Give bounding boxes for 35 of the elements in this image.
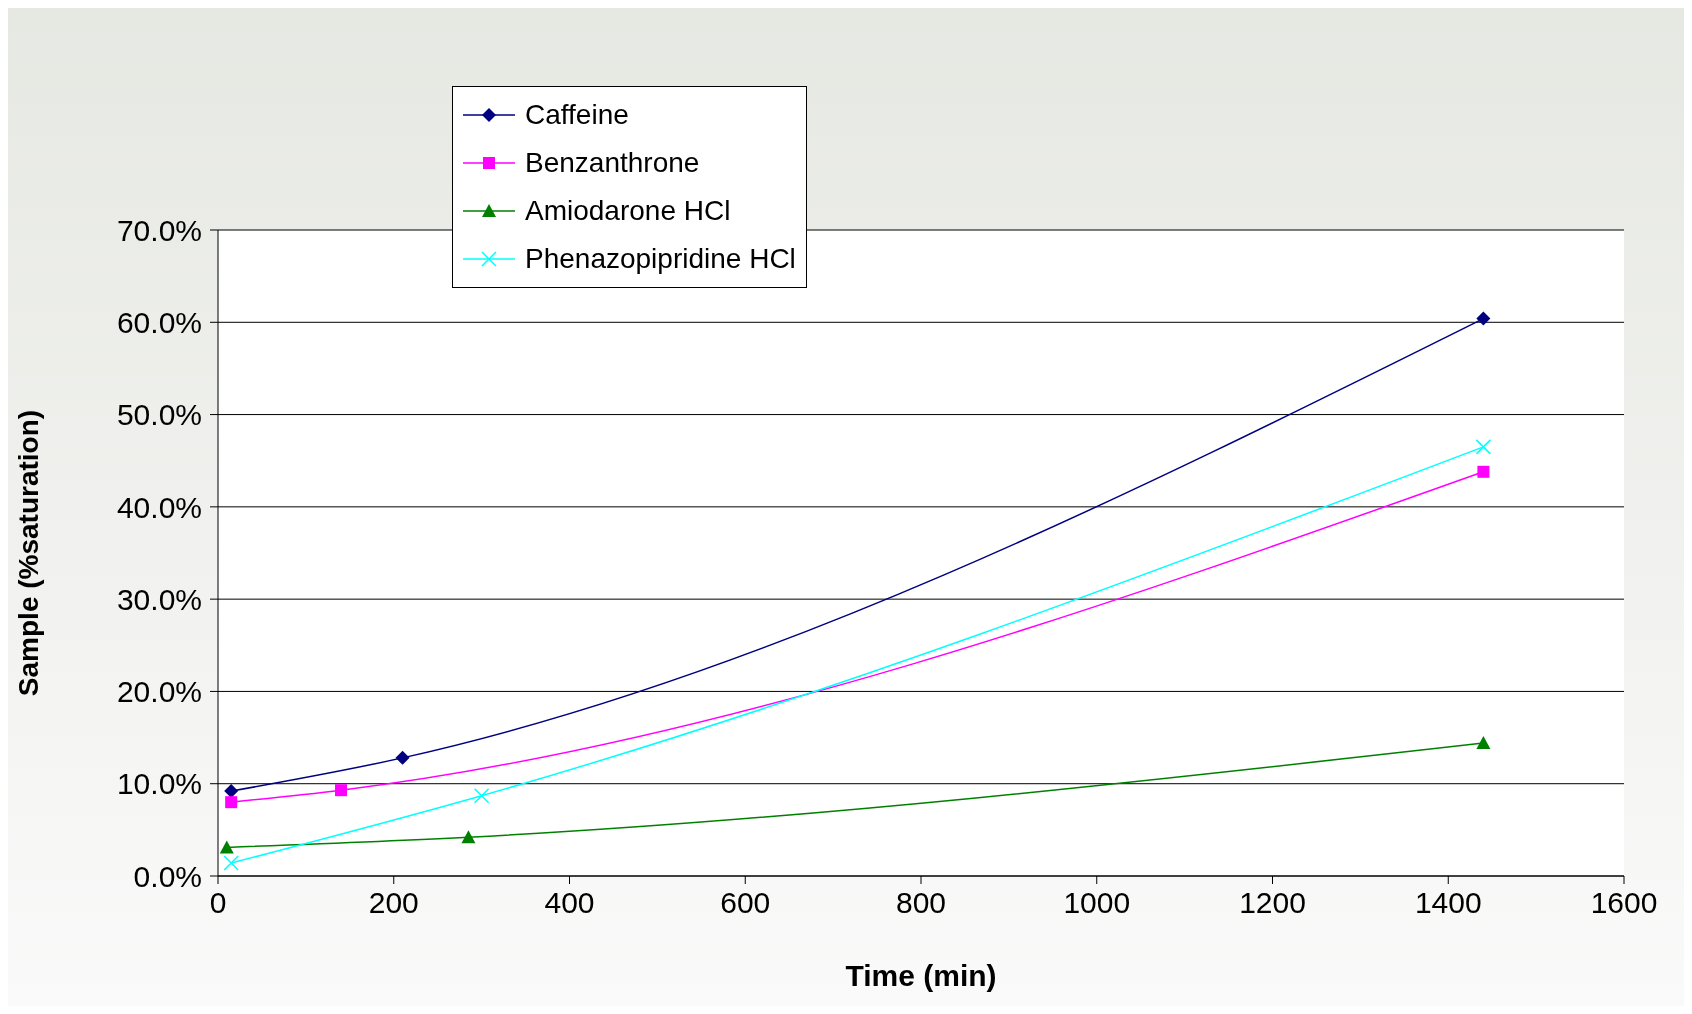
legend-label: Caffeine (525, 99, 629, 131)
legend-label: Phenazopipridine HCl (525, 243, 796, 275)
point (461, 830, 476, 844)
point (1476, 736, 1491, 750)
y-tick-label: 20.0% (116, 675, 202, 709)
x-tick-label: 600 (720, 886, 771, 920)
x-axis-title: Time (min) (845, 959, 997, 992)
x-tick-label: 400 (544, 886, 595, 920)
point (224, 784, 239, 799)
x-tick-label: 800 (895, 886, 947, 920)
y-tick-label: 10.0% (116, 767, 202, 801)
point (473, 787, 490, 804)
y-tick-label: 0.0% (133, 859, 202, 893)
legend-label: Benzanthrone (525, 147, 700, 179)
y-tick-label: 30.0% (116, 582, 202, 616)
x-tick-label: 1400 (1414, 886, 1482, 920)
point (225, 796, 238, 809)
point (1477, 465, 1490, 478)
point (219, 840, 234, 854)
y-tick-label: 50.0% (116, 398, 202, 432)
legend-label: Amiodarone HCl (525, 195, 731, 227)
point (335, 784, 348, 797)
y-tick-label: 70.0% (116, 213, 202, 247)
y-tick-label: 60.0% (116, 305, 202, 339)
x-tick-label: 1600 (1590, 886, 1658, 920)
point (395, 750, 410, 765)
point (223, 855, 239, 871)
point (1475, 439, 1492, 455)
y-tick-label: 40.0% (116, 490, 202, 524)
x-tick-label: 1000 (1063, 886, 1131, 920)
y-axis-title: Sample (%saturation) (12, 409, 44, 697)
x-tick-label: 0 (209, 886, 227, 920)
point (1476, 311, 1491, 326)
x-tick-label: 1200 (1239, 886, 1306, 920)
x-tick-label: 200 (368, 886, 419, 920)
